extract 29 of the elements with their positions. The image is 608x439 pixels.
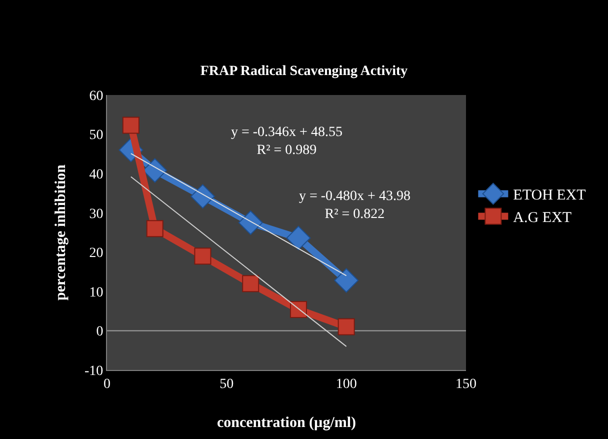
- y-tick-label: -10: [84, 364, 104, 379]
- point: [242, 275, 260, 292]
- point: [142, 158, 168, 183]
- y-tick-label: 10: [89, 285, 104, 300]
- y-tick-label: 40: [89, 167, 104, 182]
- y-tick-label: 0: [96, 324, 104, 340]
- annotation: y = -0.480x + 43.98 R² = 0.822: [299, 189, 410, 222]
- point: [238, 210, 263, 235]
- point: [146, 220, 164, 238]
- legend-label: A.G EXT: [513, 210, 572, 226]
- annotation: y = -0.346x + 48.55 R² = 0.989: [231, 125, 342, 158]
- point: [334, 268, 359, 293]
- x-tick-label: 50: [220, 376, 234, 392]
- point: [290, 301, 307, 318]
- point: [122, 116, 140, 134]
- legend-label: ETOH EXT: [513, 188, 586, 204]
- x-axis-title: concentration (µg/ml): [216, 414, 356, 431]
- y-tick-label: 60: [89, 88, 104, 104]
- y-tick-label: 50: [89, 128, 104, 144]
- point: [286, 226, 311, 250]
- point: [338, 318, 355, 336]
- point: [194, 248, 212, 265]
- point: [190, 184, 215, 209]
- y-tick-label: 30: [89, 206, 104, 222]
- y-axis-title: percentage inhibition: [52, 164, 69, 300]
- chart-title: FRAP Radical Scavenging Activity: [200, 64, 408, 80]
- y-tick-label: 20: [89, 246, 104, 262]
- x-tick-label: 150: [456, 376, 476, 392]
- x-tick-label: 100: [336, 376, 357, 392]
